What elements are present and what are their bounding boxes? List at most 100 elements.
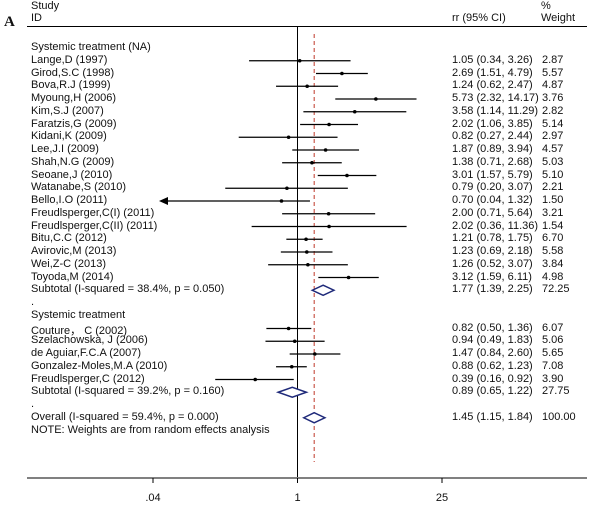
effect-estimate: 1.77 (1.39, 2.25): [452, 283, 533, 296]
weight-value: 2.21: [542, 181, 564, 194]
column-header-weight: % Weight: [541, 0, 575, 24]
effect-estimate: 1.45 (1.15, 1.84): [452, 410, 533, 423]
effect-estimate: 3.12 (1.59, 6.11): [452, 270, 532, 283]
effect-estimate: 0.39 (0.16, 0.92): [452, 372, 533, 385]
effect-estimate: 2.02 (1.06, 3.85): [452, 117, 533, 130]
header-id: ID: [31, 12, 42, 24]
study-label: Shah,N.G (2009): [31, 155, 115, 168]
study-label: Faratzis,G (2009): [31, 117, 117, 130]
weight-value: 27.75: [542, 385, 570, 398]
point-estimate: [286, 135, 291, 140]
point-estimate: [345, 173, 349, 178]
point-estimate: [340, 71, 344, 76]
weight-value: 4.98: [542, 270, 564, 283]
effect-estimate: 1.23 (0.69, 2.18): [452, 245, 533, 257]
point-estimate: [312, 352, 317, 356]
effect-estimate: 0.88 (0.62, 1.23): [452, 359, 533, 372]
study-label: Kidani,K (2009): [31, 130, 107, 143]
x-tick-label: 25: [435, 492, 449, 504]
subtotal-label: Subtotal (I-squared = 39.2%, p = 0.160): [31, 385, 225, 398]
effect-estimate: 1.21 (0.78, 1.75): [452, 232, 533, 245]
weight-value: 4.57: [542, 143, 564, 155]
weight-value: 7.08: [542, 359, 564, 372]
weight-value: 1.50: [542, 194, 564, 206]
x-tick-label: .04: [145, 492, 161, 504]
weight-value: 3.21: [542, 206, 564, 219]
effect-estimate: 3.58 (1.14, 11.29): [452, 104, 539, 117]
weight-value: 72.25: [542, 283, 570, 296]
effect-estimate: 1.05 (0.34, 3.26): [452, 53, 533, 66]
subtotal-label: Subtotal (I-squared = 38.4%, p = 0.050): [31, 283, 225, 296]
point-estimate: [289, 364, 294, 369]
study-label: Bitu,C.C (2012): [31, 232, 107, 245]
study-label: Kim,S.J (2007): [31, 104, 104, 117]
spacer-dot: .: [31, 398, 35, 410]
point-estimate: [374, 97, 378, 101]
weight-value: 5.06: [542, 334, 564, 347]
study-label: de Aguiar,F.C.A (2007): [31, 347, 142, 359]
weight-value: 4.87: [542, 79, 564, 92]
study-label: Lange,D (1997): [31, 53, 108, 66]
weight-value: 2.97: [542, 130, 564, 143]
effect-estimate: 0.82 (0.50, 1.36): [452, 321, 533, 334]
study-label: Watanabe,S (2010): [31, 181, 126, 194]
point-estimate: [304, 250, 309, 254]
weight-value: 100.00: [542, 410, 576, 423]
study-label: Bova,R.J (1999): [31, 79, 111, 92]
effect-estimate: 5.73 (2.32, 14.17): [452, 92, 539, 104]
point-estimate: [346, 275, 351, 280]
point-estimate: [286, 326, 291, 331]
point-estimate: [327, 122, 331, 127]
header-weight: Weight: [541, 12, 576, 24]
effect-estimate: 0.70 (0.04, 1.32): [452, 194, 533, 206]
point-estimate: [323, 148, 328, 152]
study-label: Couture， C (2002): [31, 324, 127, 337]
overall-diamond: [302, 411, 327, 424]
weight-value: 2.87: [542, 53, 564, 66]
effect-estimate: 1.26 (0.52, 3.07): [452, 257, 533, 270]
weight-value: 5.58: [542, 245, 564, 257]
effect-estimate: 1.47 (0.84, 2.60): [452, 347, 533, 359]
study-label: Myoung,H (2006): [31, 92, 116, 104]
effect-estimate: 0.89 (0.65, 1.22): [452, 385, 533, 398]
x-tick-label: 1: [294, 492, 301, 504]
column-header-estimate: rr (95% CI): [452, 12, 506, 24]
weight-value: 5.03: [542, 155, 564, 168]
study-label: Freudlsperger,C(I) (2011): [31, 206, 155, 219]
study-label: Seoane,J (2010): [31, 168, 113, 181]
point-estimate: [305, 84, 309, 89]
point-estimate: [310, 160, 314, 165]
weight-value: 6.07: [542, 321, 564, 334]
effect-estimate: 2.69 (1.51, 4.79): [452, 66, 533, 79]
effect-estimate: 0.94 (0.49, 1.83): [452, 334, 533, 347]
study-label: Freudlsperger,C(II) (2011): [31, 219, 158, 232]
effect-estimate: 1.38 (0.71, 2.68): [452, 155, 533, 168]
panel-letter: A: [4, 14, 15, 30]
study-label: Bello,I.O (2011): [31, 194, 108, 206]
weight-value: 2.82: [542, 104, 564, 117]
study-label: Szelachowska, J (2006): [31, 334, 148, 347]
point-estimate: [326, 211, 331, 216]
point-estimate: [352, 109, 357, 114]
subtotal-diamond: [275, 386, 309, 399]
weight-value: 5.65: [542, 347, 564, 359]
point-estimate: [327, 224, 331, 229]
group-label: Systemic treatment: [31, 308, 126, 321]
study-label: Girod,S.C (1998): [31, 66, 115, 79]
point-estimate: [304, 237, 308, 242]
weight-value: 5.57: [542, 66, 564, 79]
effect-estimate: 0.79 (0.20, 3.07): [452, 181, 533, 194]
weight-value: 6.70: [542, 232, 564, 245]
subtotal-diamond: [310, 284, 336, 297]
weight-value: 3.76: [542, 92, 564, 104]
study-label: Toyoda,M (2014): [31, 270, 114, 283]
header-pct: %: [541, 0, 551, 12]
point-estimate: [279, 199, 284, 203]
footnote: NOTE: Weights are from random effects an…: [31, 423, 270, 436]
group-label: Systemic treatment (NA): [31, 41, 151, 53]
point-estimate: [253, 377, 258, 382]
effect-estimate: 2.02 (0.36, 11.36): [452, 219, 539, 232]
weight-value: 5.14: [542, 117, 564, 130]
point-estimate: [285, 186, 289, 191]
